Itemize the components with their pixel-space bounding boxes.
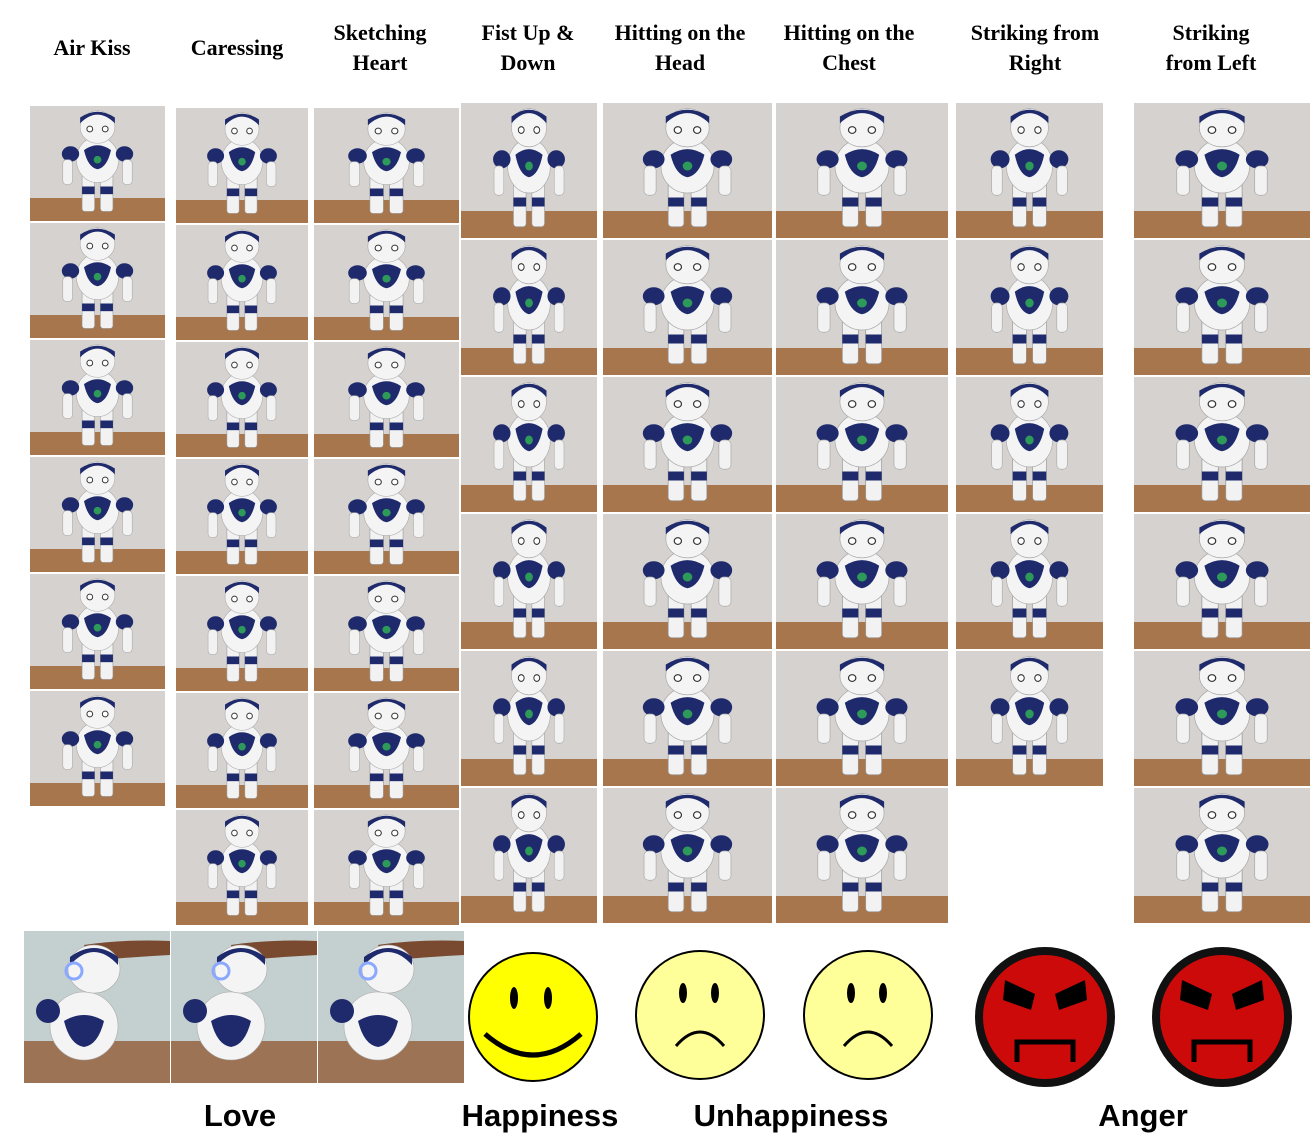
touch-photo [171,931,317,1083]
robot-frame [176,342,308,457]
eye [544,987,552,1009]
robot-frame [776,788,948,923]
eye [879,983,887,1003]
robot-frame [1134,377,1310,512]
column-header: Striking [1172,20,1249,45]
robot-frame [461,514,597,649]
mouth [1191,1039,1253,1062]
robot-frame [1134,514,1310,649]
robot-frame [776,240,948,375]
robot-frame [176,225,308,340]
brow [1003,980,1035,1010]
column-header: Hitting on the [784,20,915,45]
robot-frame [314,459,459,574]
emotion-label: Love [204,1098,276,1133]
eye [679,983,687,1003]
robot-frame [30,691,165,806]
eye [510,987,518,1009]
sad-face [635,950,765,1080]
brow [1180,980,1212,1010]
emotion-label: Unhappiness [694,1098,889,1133]
sad-face [803,950,933,1080]
robot-frame [776,514,948,649]
robot-frame [314,342,459,457]
robot-frame [461,377,597,512]
mouth [483,1032,583,1058]
face [975,947,1115,1087]
column-header: Fist Up & [482,20,575,45]
brow [1055,980,1087,1010]
robot-frame [776,377,948,512]
robot-frame [314,810,459,925]
eye [711,983,719,1003]
face [1152,947,1292,1087]
column-header: Chest [822,50,876,75]
anger-face [1152,947,1292,1087]
robot-frame [603,651,772,786]
robot-frame [176,576,308,691]
robot-frame [314,225,459,340]
column-header: Down [500,50,555,75]
robot-frame [1134,651,1310,786]
column-header: Sketching [334,20,427,45]
column-header: Air Kiss [53,35,131,60]
robot-frame [461,103,597,238]
robot-frame [603,788,772,923]
robot-frame [30,223,165,338]
robot-frame [956,514,1103,649]
robot-frame [956,240,1103,375]
robot-frame [1134,103,1310,238]
robot-frame [1134,240,1310,375]
touch-photo [318,931,464,1083]
robot-frame [176,810,308,925]
eye [847,983,855,1003]
robot-frame [314,693,459,808]
column-header: Head [655,50,705,75]
robot-frame [314,108,459,223]
emotion-label: Anger [1098,1098,1188,1133]
column-header: from Left [1166,50,1257,75]
robot-frame [603,240,772,375]
robot-frame [776,103,948,238]
robot-frame [956,377,1103,512]
robot-frame [461,651,597,786]
robot-frame [603,514,772,649]
column-header: Heart [353,50,409,75]
face [468,952,598,1082]
robot-frame [30,574,165,689]
robot-frame [176,108,308,223]
emotion-label: Happiness [462,1098,619,1133]
robot-frame [461,788,597,923]
column-header: Striking from [971,20,1100,45]
mouth [842,1030,894,1047]
robot-frame [30,340,165,455]
brow [1232,980,1264,1010]
robot-frame [603,103,772,238]
face [635,950,765,1080]
robot-frame [776,651,948,786]
robot-frame [461,240,597,375]
happy-face [468,952,598,1082]
column-header: Right [1009,50,1062,75]
touch-photo [24,931,170,1083]
mouth [674,1030,726,1047]
robot-frame [30,106,165,221]
robot-frame [1134,788,1310,923]
column-header: Caressing [191,35,284,60]
column-header: Hitting on the [615,20,746,45]
robot-frame [314,576,459,691]
robot-frame [956,651,1103,786]
mouth [1014,1039,1076,1062]
robot-frame [176,693,308,808]
robot-frame [956,103,1103,238]
robot-frame [603,377,772,512]
robot-frame [176,459,308,574]
anger-face [975,947,1115,1087]
face [803,950,933,1080]
robot-frame [30,457,165,572]
